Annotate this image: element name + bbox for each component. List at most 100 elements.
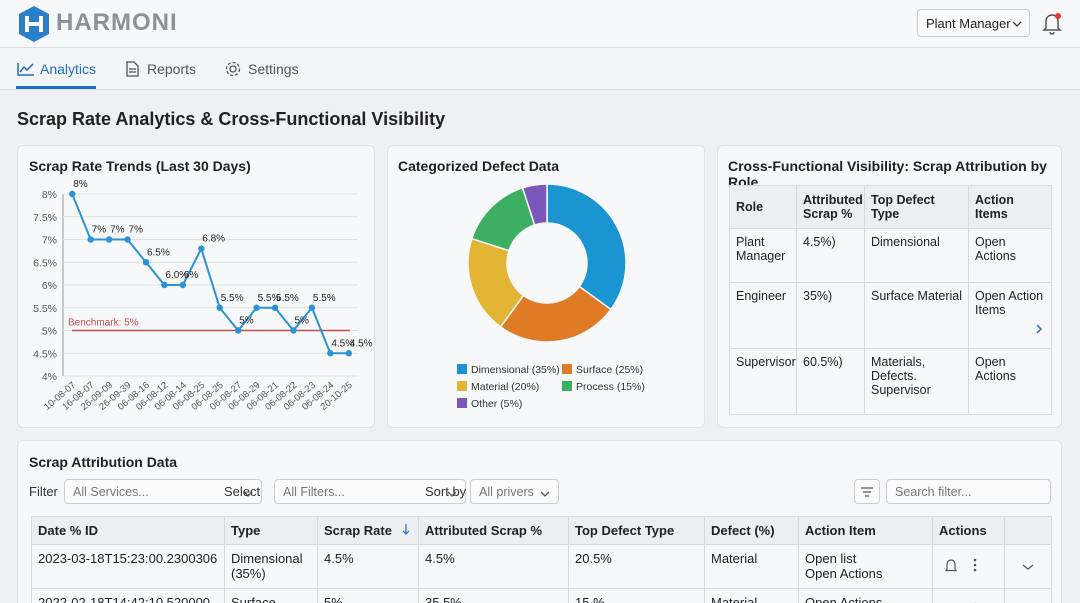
- donut-slice: [546, 183, 627, 311]
- filter-label: Select: [224, 484, 261, 499]
- top-bar: HARMONI Plant Manager: [0, 0, 1080, 48]
- nav-tab[interactable]: Reports: [147, 61, 197, 77]
- table-cell: Dimensional: [864, 228, 969, 283]
- analytics-icon: [17, 63, 34, 76]
- data-point: [161, 281, 168, 289]
- value-label: 7%: [129, 225, 144, 236]
- table-row: Supervisor 60.5%) Materials, Defects. Supe…: [729, 348, 1052, 415]
- user-menu-label: Plant Manager: [926, 16, 1011, 31]
- table-cell: 5%: [317, 588, 419, 603]
- y-tick-label: 7.5%: [33, 212, 57, 224]
- filter-label: Sort by: [425, 484, 467, 499]
- row-chevron[interactable]: [1035, 323, 1043, 337]
- table-cell: 35.5%: [418, 588, 569, 603]
- search-input[interactable]: Search filter...: [886, 479, 1051, 504]
- defect-card: Categorized Defect Data Dimensional (35%…: [387, 145, 705, 428]
- legend-label: Dimensional (35%): [471, 364, 560, 376]
- legend-swatch: [457, 398, 467, 408]
- filter-label: Filter: [29, 484, 58, 499]
- nav-tab[interactable]: Analytics: [40, 61, 97, 77]
- column-header: Actions: [932, 516, 1005, 545]
- table-cell: Materials, Defects. Supervisor: [864, 348, 969, 415]
- line-chart: 4%4.5%5%5.5%6%6.5%7%7.5%8%10-08-0716-08-…: [33, 179, 373, 413]
- sort-icon[interactable]: [402, 523, 410, 538]
- column-header: Attributed Scrap %: [796, 185, 865, 229]
- card-title: Scrap Attribution Data: [29, 454, 178, 470]
- table-cell: Dimensional (35%): [224, 544, 318, 589]
- data-point: [327, 350, 334, 357]
- chevron: [540, 487, 550, 501]
- expand-cell[interactable]: [1004, 588, 1052, 603]
- row-action-icons[interactable]: [939, 557, 983, 573]
- column-header-text: Type: [231, 523, 261, 538]
- filter-select[interactable]: All privers: [470, 479, 559, 504]
- chevron: [243, 487, 253, 501]
- table-row: 2023-03-18T15:23:00.2300306 Dimensional (…: [31, 544, 1052, 589]
- attribution-card: Scrap Attribution Data Filter All Service…: [17, 440, 1062, 603]
- donut-chart: Dimensional (35%) Surface (25%) Material (…: [457, 183, 645, 410]
- donut-slice: [521, 183, 548, 226]
- expand-cell[interactable]: [1004, 544, 1052, 589]
- notification-bell[interactable]: [1041, 11, 1063, 35]
- legend-swatch: [457, 381, 467, 391]
- filter-value: All Filters...: [283, 485, 345, 499]
- card-title: Categorized Defect Data: [398, 158, 560, 174]
- column-header-text: Attributed Scrap %: [425, 523, 543, 538]
- value-label: 5.5%: [221, 293, 244, 304]
- card-title: Scrap Rate Trends (Last 30 Days): [29, 158, 251, 174]
- filter-select[interactable]: All Filters...: [274, 479, 466, 504]
- legend-label: Material (20%): [471, 381, 539, 393]
- donut-slice: [499, 285, 612, 343]
- table-row: Plant Manager 4.5%) Dimensional Open Action…: [729, 228, 1052, 283]
- legend-label: Other (5%): [471, 398, 522, 410]
- column-header-text: Top Defect Type: [575, 523, 675, 538]
- value-label: 7%: [110, 225, 125, 236]
- value-label: 7%: [92, 225, 107, 236]
- chevron: [447, 487, 457, 501]
- chevron: [1012, 21, 1022, 27]
- expand-chevron[interactable]: [1022, 563, 1034, 571]
- y-tick-label: 7%: [42, 235, 57, 247]
- filter-icon: [861, 487, 873, 497]
- y-tick-label: 6%: [42, 280, 57, 292]
- data-point: [87, 236, 94, 243]
- action-link[interactable]: Open list: [805, 551, 857, 566]
- y-tick-label: 4%: [42, 371, 57, 383]
- filter-value: All privers: [479, 485, 534, 499]
- actions-cell: [932, 544, 1005, 589]
- data-point: [308, 304, 316, 311]
- header-row: Role Attributed Scrap % Top Defect Type Act…: [729, 185, 1052, 229]
- column-header: Action Item: [798, 516, 933, 545]
- trend-line: [71, 193, 349, 355]
- table-cell: Engineer: [729, 282, 797, 349]
- filter-select[interactable]: All Services...: [64, 479, 262, 504]
- table-cell: 35%): [796, 282, 865, 349]
- table-cell: Open Actions: [798, 588, 933, 603]
- value-label: 6.0%: [165, 270, 188, 281]
- trend-card: Scrap Rate Trends (Last 30 Days) 4% 4.5% 5…: [17, 145, 375, 428]
- attribution-table: Date % ID Type Scrap Rate Attributed Scrap …: [31, 516, 1052, 603]
- logo-icon: [19, 6, 49, 42]
- value-label: 8%: [73, 179, 88, 190]
- data-point: [142, 259, 150, 266]
- table-cell: 15 %: [568, 588, 705, 603]
- y-tick-label: 8%: [42, 189, 57, 201]
- column-header: [1004, 516, 1052, 545]
- data-point: [253, 304, 260, 311]
- table-cell: 20.5%: [568, 544, 705, 589]
- column-header-text: Scrap Rate: [324, 523, 392, 538]
- table-cell: Material: [704, 588, 799, 603]
- user-menu[interactable]: Plant Manager: [917, 9, 1030, 37]
- table-cell: Open Actions: [968, 228, 1052, 283]
- data-point: [179, 281, 187, 289]
- action-link[interactable]: Open Actions: [805, 566, 883, 581]
- y-tick-label: 5%: [42, 326, 57, 338]
- nav-tab[interactable]: Settings: [248, 61, 299, 77]
- value-label: 6%: [184, 270, 199, 281]
- settings-icon: [225, 61, 241, 77]
- value-label: 5.5%: [313, 293, 336, 304]
- column-header: Scrap Rate: [317, 516, 419, 545]
- data-point: [69, 190, 76, 198]
- filter-button[interactable]: [854, 479, 880, 504]
- action-link[interactable]: Open Actions: [805, 595, 883, 603]
